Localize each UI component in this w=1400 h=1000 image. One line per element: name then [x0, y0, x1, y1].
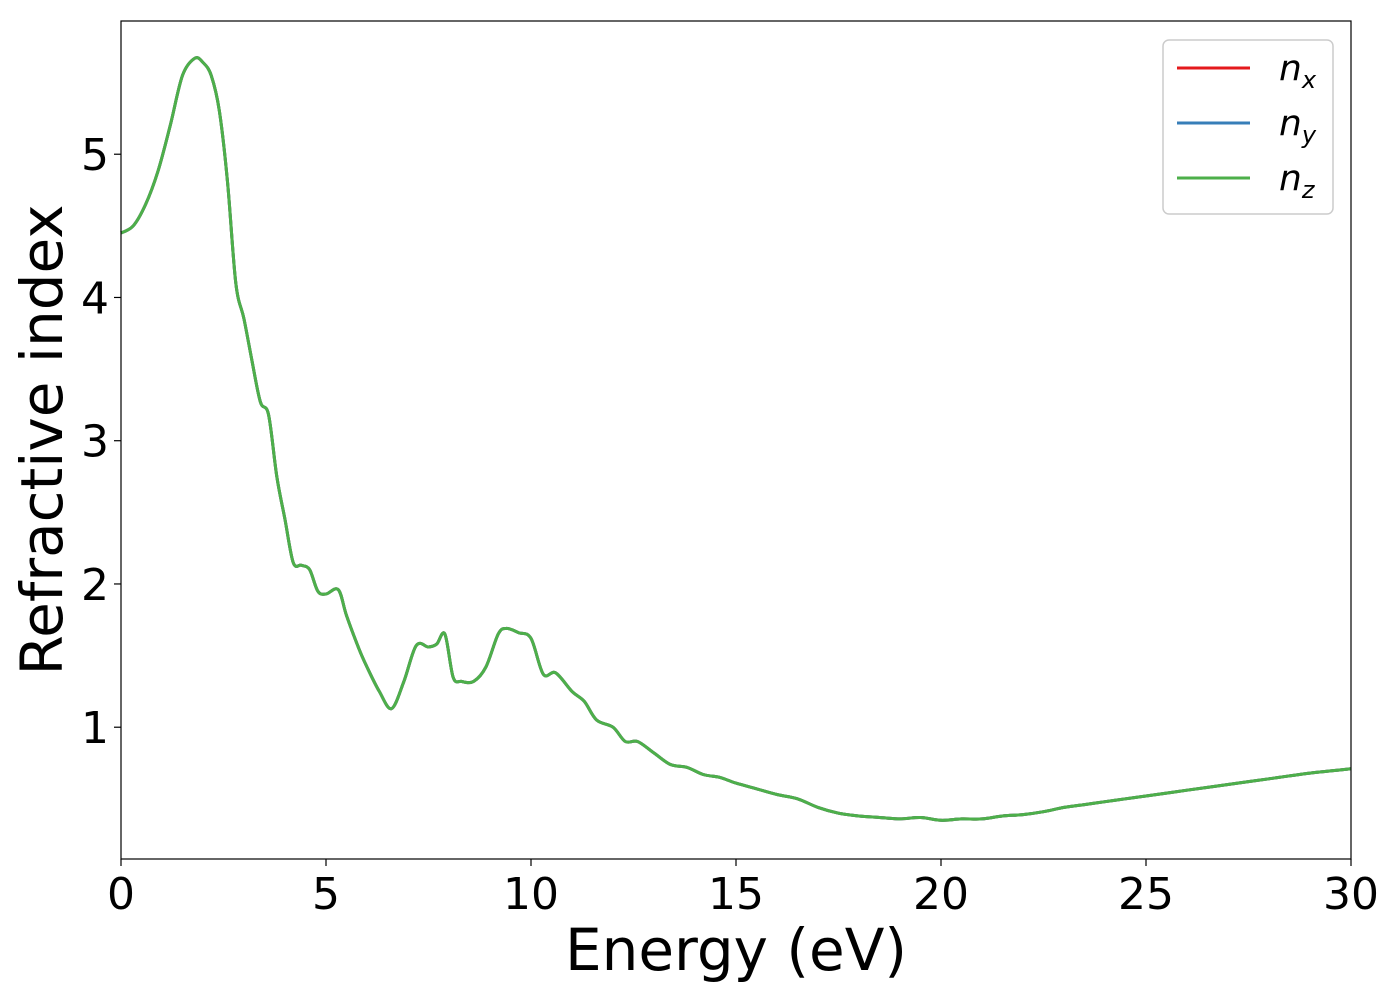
x-tick-label: 10	[503, 869, 559, 920]
legend-box	[1162, 39, 1334, 215]
series-line-nz	[120, 56, 1352, 822]
y-tick-label: 4	[81, 273, 109, 324]
y-axis-ticks: 1 2 3 4 5	[81, 130, 121, 754]
y-axis-title: Refractive index	[8, 204, 76, 675]
y-tick-label: 5	[81, 130, 109, 181]
legend-label-subscript: x	[1301, 66, 1317, 94]
x-axis-ticks: 0 5 10 15 20 25 30	[107, 859, 1379, 920]
legend-label-subscript: y	[1301, 121, 1317, 149]
x-tick-label: 15	[708, 869, 764, 920]
plot-area-frame	[120, 20, 1352, 860]
legend-label-subscript: z	[1301, 176, 1316, 204]
legend-label-base: n	[1279, 158, 1302, 199]
legend-label-nx: nx	[1279, 48, 1317, 94]
x-tick-label: 25	[1118, 869, 1174, 920]
y-tick-label: 2	[81, 560, 109, 611]
legend-label-base: n	[1279, 48, 1302, 89]
x-tick-label: 30	[1323, 869, 1379, 920]
x-axis-title: Energy (eV)	[565, 916, 907, 984]
x-tick-label: 20	[913, 869, 969, 920]
y-tick-label: 1	[81, 703, 109, 754]
legend-label-base: n	[1279, 103, 1302, 144]
legend-label-ny: ny	[1279, 103, 1317, 149]
x-tick-label: 0	[107, 869, 135, 920]
series-lines	[120, 56, 1352, 822]
x-tick-label: 5	[312, 869, 340, 920]
legend-label-nz: nz	[1279, 158, 1316, 204]
y-tick-label: 3	[81, 417, 109, 468]
